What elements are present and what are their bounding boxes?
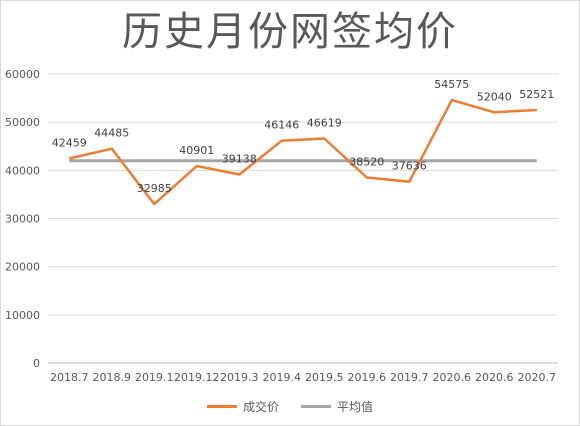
data-label: 46619 xyxy=(307,116,342,129)
data-label: 37636 xyxy=(392,160,427,173)
legend-item-series-2: 平均值 xyxy=(301,398,373,415)
y-tick-label: 50000 xyxy=(5,116,40,129)
data-label: 38520 xyxy=(349,155,384,168)
x-axis-ticks: 2018.7 2018.9 2019.1 2019.12 2019.3 2019.4 201… xyxy=(50,371,556,384)
y-tick-label: 30000 xyxy=(5,213,40,226)
data-label: 42459 xyxy=(52,136,87,149)
series-line-price xyxy=(69,98,537,206)
x-tick-label: 2019.6 xyxy=(348,371,387,384)
y-tick-label: 10000 xyxy=(5,309,40,322)
data-label: 52521 xyxy=(519,88,554,101)
data-label: 40901 xyxy=(179,144,214,157)
x-tick-label: 2019.7 xyxy=(390,371,429,384)
data-label: 46146 xyxy=(264,119,299,132)
gridlines xyxy=(48,73,558,364)
x-tick-label: 2019.4 xyxy=(263,371,302,384)
data-label: 44485 xyxy=(94,127,129,140)
x-tick-label: 2020.6 xyxy=(433,371,472,384)
data-label: 54575 xyxy=(434,78,469,91)
x-tick-label: 2019.3 xyxy=(220,371,259,384)
y-tick-label: 0 xyxy=(33,357,40,370)
y-tick-label: 20000 xyxy=(5,261,40,274)
legend: 成交价 平均值 xyxy=(0,398,580,415)
legend-swatch xyxy=(206,405,237,408)
x-tick-label: 2019.12 xyxy=(174,371,220,384)
legend-item-series-1: 成交价 xyxy=(206,398,279,415)
data-label: 39138 xyxy=(222,152,257,165)
x-tick-label: 2019.1 xyxy=(135,371,174,384)
x-tick-label: 2018.7 xyxy=(50,371,89,384)
data-label: 32985 xyxy=(137,182,172,195)
legend-swatch xyxy=(301,405,331,408)
x-tick-label: 2019.5 xyxy=(305,371,344,384)
y-axis-ticks: 0 10000 20000 30000 40000 50000 60000 xyxy=(5,68,40,370)
data-labels: 42459 44485 32985 40901 39138 46146 46619 38520… xyxy=(52,78,555,195)
data-label: 52040 xyxy=(477,90,512,103)
x-tick-label: 2018.9 xyxy=(93,371,132,384)
x-tick-label: 2020.7 xyxy=(518,371,557,384)
x-tick-label: 2020.6 xyxy=(475,371,514,384)
legend-label: 平均值 xyxy=(337,400,374,414)
legend-label: 成交价 xyxy=(242,400,279,414)
y-tick-label: 40000 xyxy=(5,164,40,177)
chart-title: 历史月份网签均价 xyxy=(122,9,458,55)
y-tick-label: 60000 xyxy=(5,68,40,81)
series xyxy=(69,98,537,206)
